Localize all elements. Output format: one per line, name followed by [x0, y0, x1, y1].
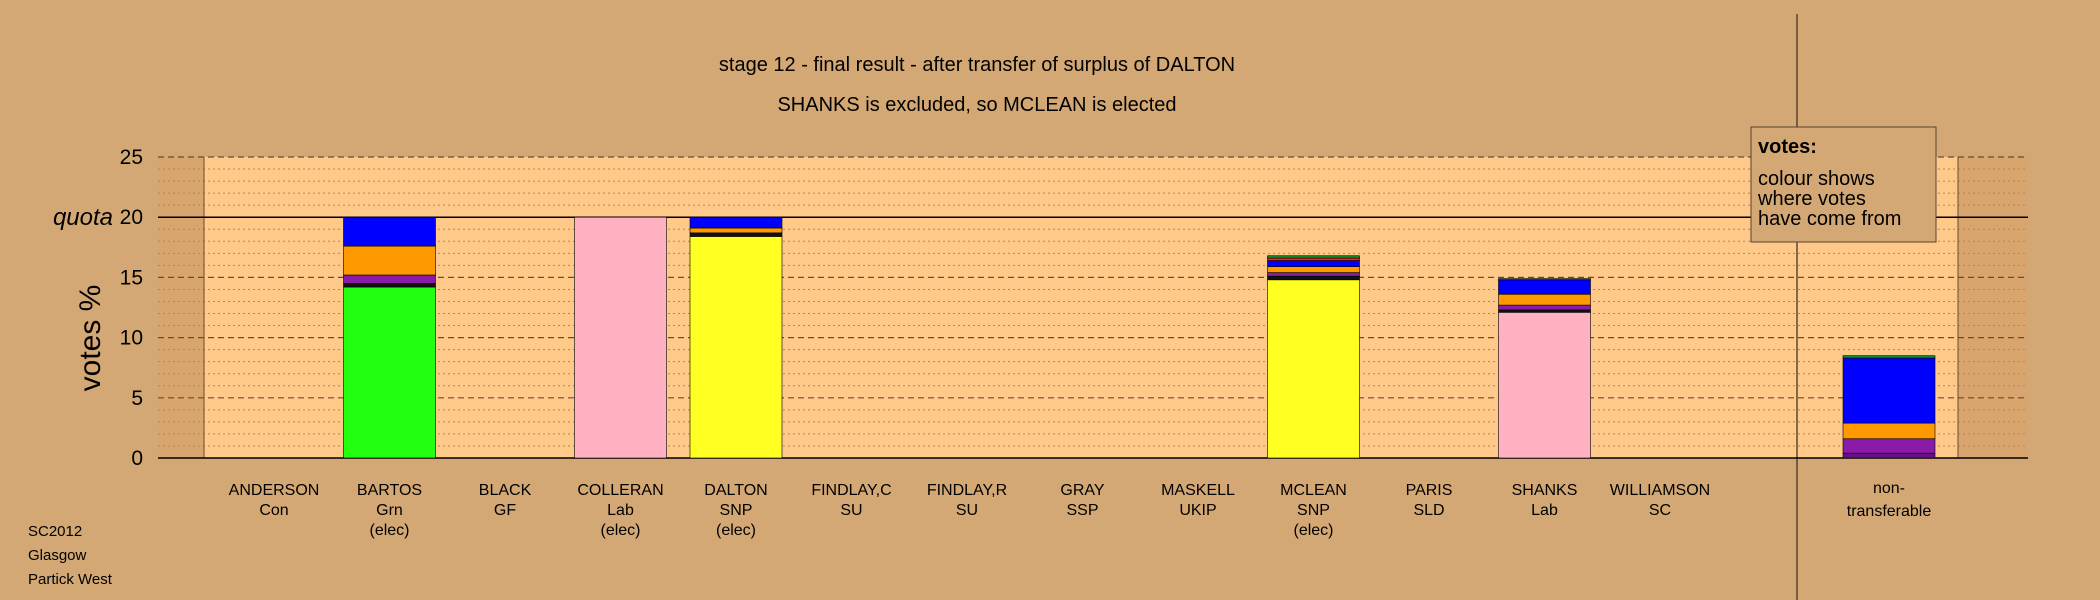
candidate-name-mclean: MCLEAN — [1280, 482, 1347, 499]
candidate-name-paris: PARIS — [1406, 482, 1453, 499]
bar-dalton-segment — [689, 236, 783, 459]
chart-subtitle: SHANKS is excluded, so MCLEAN is elected — [777, 94, 1176, 116]
bar-mclean-segment — [1267, 279, 1360, 459]
bar-bartos-segment — [343, 283, 436, 288]
y-tick-label: 25 — [120, 146, 143, 169]
candidate-name-anderson: ANDERSON — [229, 482, 320, 499]
legend-line: have come from — [1758, 208, 1901, 230]
bar-dalton-segment — [689, 216, 783, 229]
bar-mclean-segment — [1267, 257, 1360, 261]
candidate-status-colleran: (elec) — [600, 522, 640, 539]
bar-bartos-segment — [343, 245, 436, 276]
y-tick-label: 0 — [131, 447, 143, 470]
bar-shanks-segment — [1498, 304, 1591, 311]
bar-dalton-segment — [689, 227, 783, 234]
candidate-status-bartos: (elec) — [369, 522, 409, 539]
candidate-party-black: GF — [494, 502, 516, 519]
y-tick-label: 10 — [120, 327, 143, 350]
candidate-party-maskell: UKIP — [1179, 502, 1216, 519]
bar-nontransferable-segment — [1842, 357, 1936, 424]
candidate-name-black: BLACK — [479, 482, 532, 499]
candidate-party-findlay-r: SU — [956, 502, 978, 519]
bar-nontransferable-segment — [1842, 355, 1936, 359]
candidate-status-mclean: (elec) — [1293, 522, 1333, 539]
y-axis-label: votes % — [74, 285, 107, 392]
candidate-party-shanks: Lab — [1531, 502, 1558, 519]
chart-title: stage 12 - final result - after transfer… — [719, 54, 1235, 76]
bar-mclean-segment — [1267, 275, 1360, 281]
y-tick-label: 15 — [120, 266, 143, 289]
candidate-name-findlay-c: FINDLAY,C — [811, 482, 891, 499]
candidate-name-maskell: MASKELL — [1161, 482, 1235, 499]
candidate-name-bartos: BARTOS — [357, 482, 422, 499]
bar-bartos-segment — [343, 216, 436, 247]
bar-mclean-segment — [1267, 260, 1360, 267]
candidate-party-dalton: SNP — [720, 502, 753, 519]
footer-line: SC2012 — [28, 523, 82, 540]
bar-shanks-segment — [1498, 293, 1591, 306]
bar-shanks-segment — [1498, 309, 1591, 313]
legend-title: votes: — [1758, 136, 1817, 158]
candidate-party-williamson: SC — [1649, 502, 1671, 519]
bar-colleran-segment — [574, 216, 667, 459]
nontransferable-label-1: non- — [1873, 480, 1905, 497]
candidate-party-gray: SSP — [1066, 502, 1098, 519]
candidate-party-mclean: SNP — [1297, 502, 1330, 519]
bar-nontransferable-segment — [1842, 438, 1936, 454]
legend-box — [1750, 126, 1937, 243]
y-tick-label: 5 — [131, 387, 143, 410]
bar-bartos-segment — [343, 274, 436, 284]
bar-mclean-segment — [1267, 272, 1360, 277]
bar-nontransferable-segment — [1842, 452, 1936, 459]
candidate-party-bartos: Grn — [376, 502, 403, 519]
candidate-name-williamson: WILLIAMSON — [1610, 482, 1710, 499]
candidate-name-dalton: DALTON — [704, 482, 767, 499]
candidate-party-paris: SLD — [1413, 502, 1444, 519]
candidate-name-colleran: COLLERAN — [577, 482, 663, 499]
footer-line: Glasgow — [28, 547, 87, 564]
bar-shanks-segment — [1498, 278, 1591, 281]
bar-bartos-segment — [343, 286, 436, 459]
candidate-name-shanks: SHANKS — [1512, 482, 1578, 499]
candidate-name-findlay-r: FINDLAY,R — [927, 482, 1007, 499]
candidate-status-dalton: (elec) — [716, 522, 756, 539]
y-tick-label: 20 — [120, 206, 143, 229]
plot-area — [204, 157, 1958, 458]
footer-line: Partick West — [28, 571, 113, 588]
bar-mclean-segment — [1267, 266, 1360, 273]
legend-line: where votes — [1757, 188, 1866, 210]
candidate-party-colleran: Lab — [607, 502, 634, 519]
bar-mclean-segment — [1267, 255, 1360, 259]
candidate-name-gray: GRAY — [1060, 482, 1104, 499]
bar-nontransferable-segment — [1842, 422, 1936, 440]
quota-label: quota — [53, 204, 113, 231]
bar-dalton-segment — [689, 232, 783, 237]
candidate-party-findlay-c: SU — [840, 502, 862, 519]
candidate-party-anderson: Con — [259, 502, 288, 519]
bar-shanks-segment — [1498, 279, 1591, 295]
bar-shanks-segment — [1498, 312, 1591, 459]
legend-line: colour shows — [1758, 168, 1875, 190]
nontransferable-label-2: transferable — [1847, 503, 1932, 520]
